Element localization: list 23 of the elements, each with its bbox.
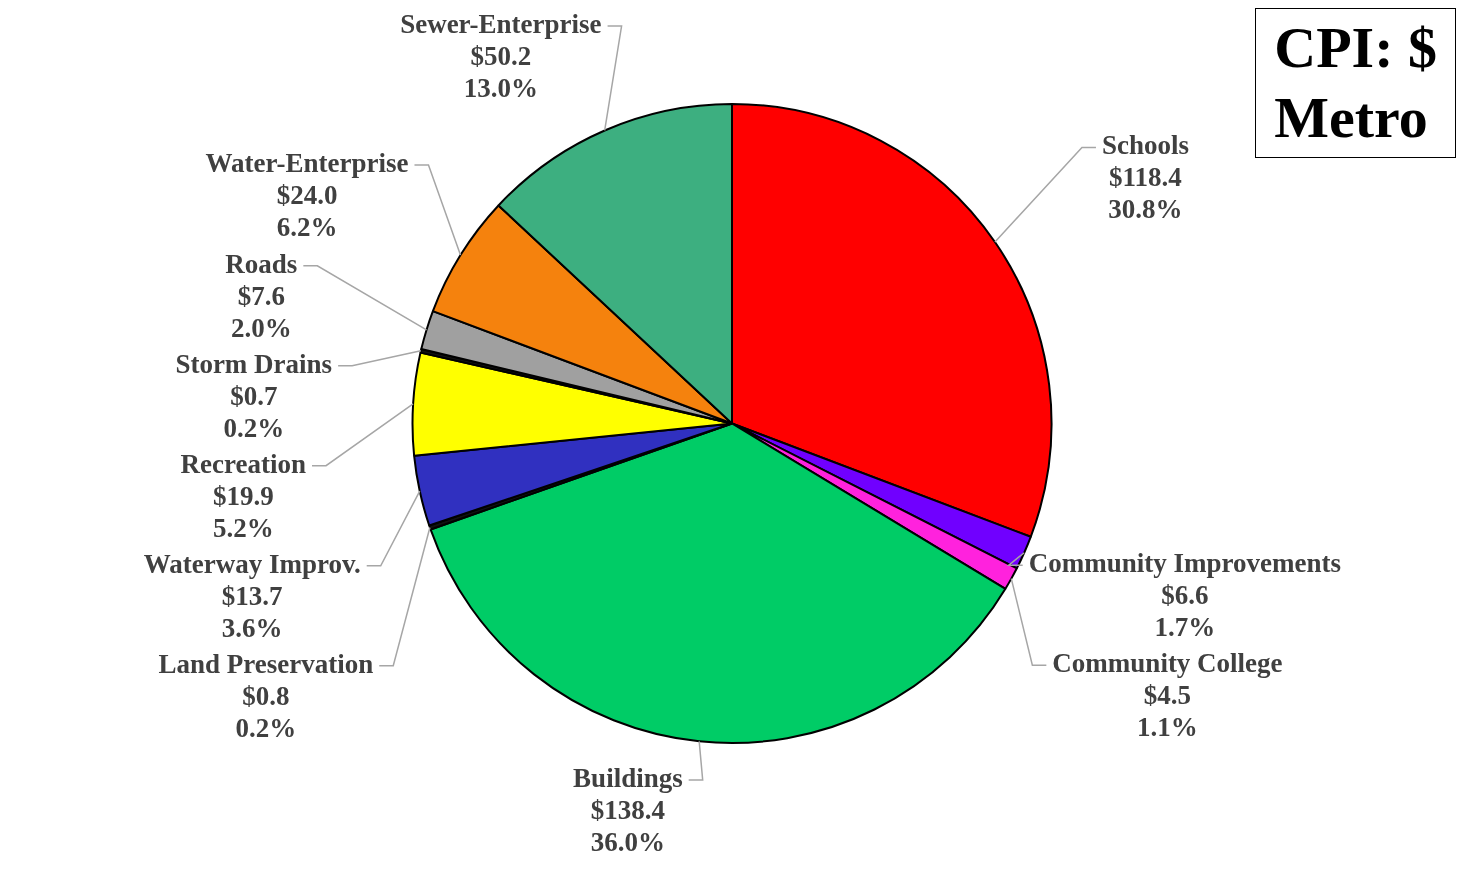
slice-label: Storm Drains [175,348,333,379]
data-label: $0.8 0.2% [235,680,297,743]
slice-label: Water-Enterprise [205,148,409,179]
data-label: $50.2 13.0% [463,40,538,103]
slice-label: Community Improvements [1028,548,1341,579]
slice-label: Waterway Improv. [143,548,361,579]
data-label: $13.7 3.6% [221,580,283,643]
data-label: $118.4 30.8% [1108,162,1183,225]
data-label: $0.7 0.2% [223,380,285,443]
data-label: $24.0 6.2% [276,180,338,243]
text: CPI: $ Metro [1255,8,1456,158]
data-label: $7.6 2.0% [230,280,292,343]
slice-label: Buildings [573,762,683,793]
slice-label: Recreation [180,448,307,479]
data-label: $4.5 1.1% [1137,680,1198,743]
slice-label: Sewer-Enterprise [400,8,602,39]
slice-label: Community College [1052,648,1283,679]
data-label: $6.6 1.7% [1154,580,1216,643]
data-label: $19.9 5.2% [212,480,274,543]
slice-label: Schools [1101,130,1189,161]
data-label: $138.4 36.0% [590,794,666,857]
slice-label: Roads [225,248,298,279]
slice-label: Land Preservation [158,648,374,679]
